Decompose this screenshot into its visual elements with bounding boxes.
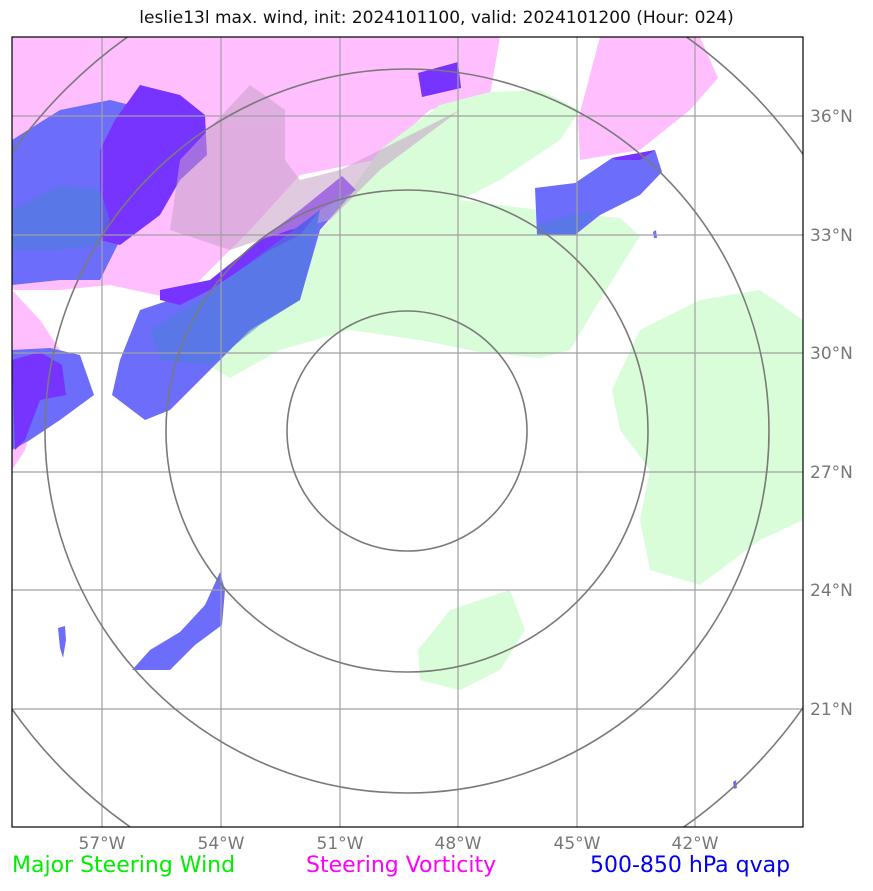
lat-label-27n: 27°N (810, 463, 853, 483)
steering-wind-area-south (418, 590, 525, 690)
blend-pink-green (170, 85, 460, 250)
lat-label-30n: 30°N (810, 344, 853, 364)
qvap-dark-area-top (418, 62, 461, 97)
blend-blue-green-northwest (12, 185, 110, 250)
blend-blue-green-east (537, 212, 595, 235)
distance-ring-3 (44, 68, 770, 794)
blend-overlay (12, 85, 595, 365)
lon-label-45w: 45°W (554, 834, 601, 854)
legend-steering-wind: Major Steering Wind (12, 853, 236, 878)
steering-wind-area-east (612, 290, 803, 585)
lat-label-33n: 33°N (810, 226, 853, 246)
qvap-dark-area-north (100, 85, 207, 245)
blend-blue-green (150, 210, 320, 365)
lon-label-57w: 57°W (79, 834, 126, 854)
qvap-speck-southwest (58, 626, 66, 658)
lon-label-54w: 54°W (198, 834, 245, 854)
lat-label-24n: 24°N (810, 581, 853, 601)
map-title: leslie13l max. wind, init: 2024101100, v… (139, 8, 734, 28)
qvap-area-east (535, 150, 662, 235)
qvap-dark-area-east (612, 150, 655, 160)
qvap-area-south (132, 572, 225, 670)
distance-ring-1 (286, 310, 528, 552)
longitude-labels: 57°W 54°W 51°W 48°W 45°W 42°W (79, 834, 719, 854)
distance-ring-2 (165, 189, 649, 673)
plot-frame (11, 36, 804, 828)
lat-label-36n: 36°N (810, 107, 853, 127)
steering-wind-layer (200, 90, 803, 690)
qvap-dark-area-west (12, 352, 66, 450)
steering-wind-area-center (200, 90, 640, 378)
lon-label-48w: 48°W (435, 834, 482, 854)
latitude-labels: 36°N 33°N 30°N 27°N 24°N 21°N (810, 107, 853, 720)
lat-label-21n: 21°N (810, 700, 853, 720)
vorticity-area-northeast (578, 37, 718, 160)
qvap-speck-east (653, 230, 657, 238)
lon-label-42w: 42°W (672, 834, 719, 854)
legend-qvap: 500-850 hPa qvap (590, 853, 791, 878)
graticule (12, 37, 803, 827)
lon-label-51w: 51°W (317, 834, 364, 854)
legend-steering-vorticity: Steering Vorticity (306, 853, 497, 878)
